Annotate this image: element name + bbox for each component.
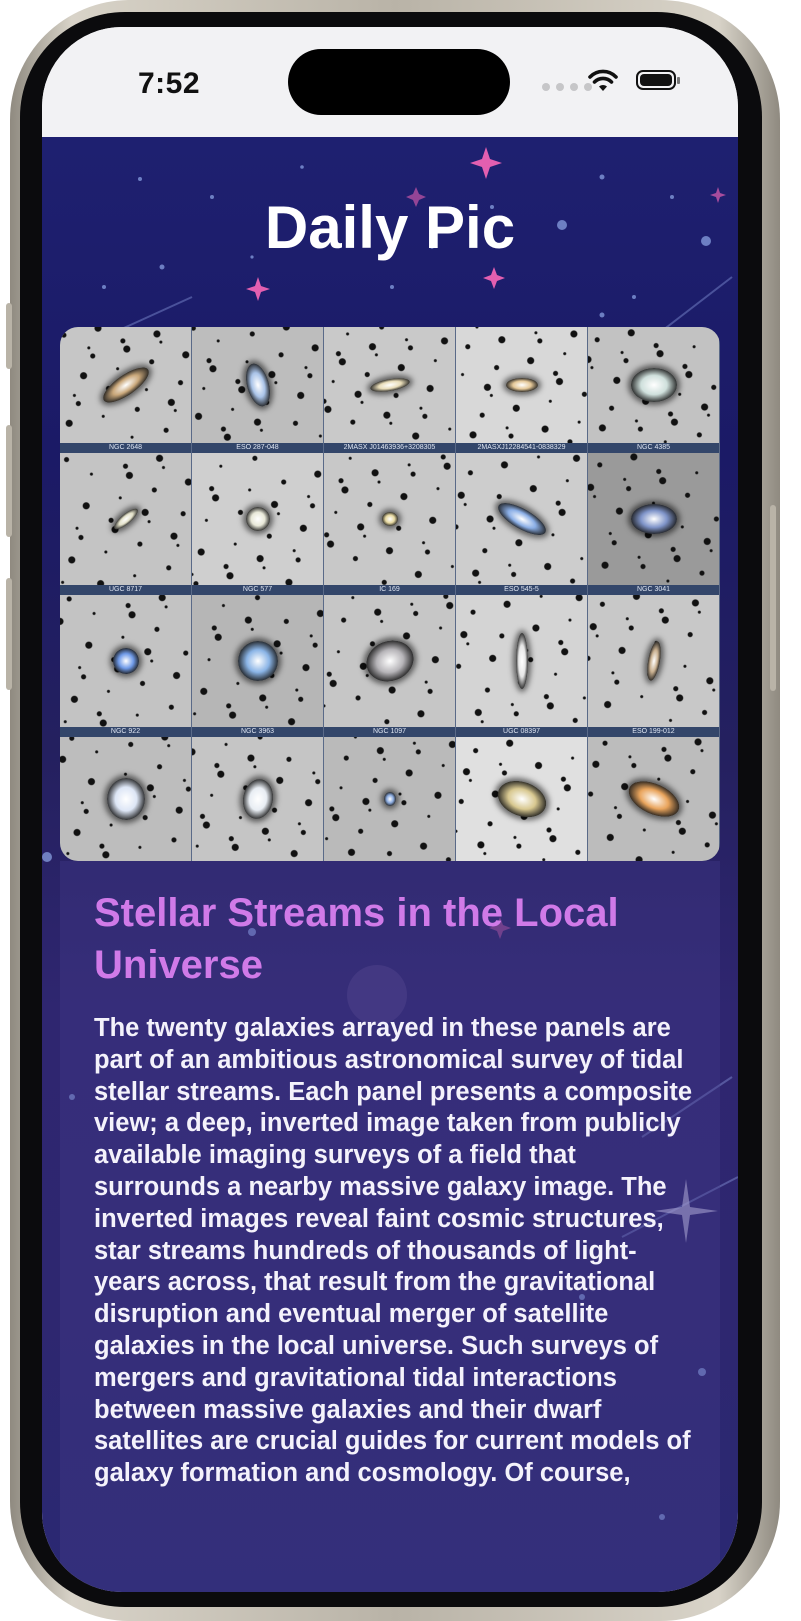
galaxy-core [622, 773, 685, 825]
galaxy-image-grid[interactable]: NGC 2648 ESO 287-048 2MASX J01463936+32083… [60, 327, 720, 861]
galaxy-panel[interactable]: NGC 3963 [192, 595, 324, 737]
galaxy-core [97, 361, 154, 409]
galaxy-image [60, 327, 191, 443]
galaxy-image [456, 327, 587, 443]
galaxy-image [192, 595, 323, 727]
galaxy-image [456, 737, 587, 861]
galaxy-core [239, 776, 276, 822]
galaxy-core [505, 378, 538, 392]
galaxy-core [245, 507, 270, 531]
galaxy-core [368, 375, 411, 395]
galaxy-panel[interactable] [324, 737, 456, 861]
galaxy-image [588, 453, 719, 585]
galaxy-caption: NGC 577 [192, 585, 323, 595]
galaxy-image [588, 737, 719, 861]
galaxy-core [515, 633, 528, 689]
galaxy-image [324, 595, 455, 727]
galaxy-panel[interactable]: ESO 545-5 [456, 453, 588, 595]
galaxy-core [630, 368, 677, 402]
article-body: The twenty galaxies arrayed in these pan… [94, 1014, 693, 1488]
galaxy-image [324, 453, 455, 585]
galaxy-image [192, 737, 323, 861]
galaxy-image [192, 327, 323, 443]
status-bar: 7:52 [42, 27, 738, 137]
galaxy-core [381, 512, 398, 526]
galaxy-panel[interactable]: 2MASX J01463936+3208305 [324, 327, 456, 453]
galaxy-caption: UGC 08397 [456, 727, 587, 737]
volume-up-button [6, 425, 12, 537]
galaxy-panel[interactable]: NGC 3041 [588, 453, 720, 595]
galaxy-caption: ESO 545-5 [456, 585, 587, 595]
battery-icon [636, 70, 680, 90]
galaxy-image [588, 595, 719, 727]
galaxy-caption: IC 169 [324, 585, 455, 595]
galaxy-panel[interactable]: IC 169 [324, 453, 456, 595]
galaxy-panel[interactable]: 2MASXJ12284541-0838329 [456, 327, 588, 453]
galaxy-caption: NGC 3041 [588, 585, 719, 595]
app-title: Daily Pic [264, 194, 516, 261]
galaxy-panel[interactable]: NGC 2648 [60, 327, 192, 453]
wifi-icon [588, 69, 618, 91]
action-button [6, 303, 12, 369]
galaxy-core [360, 633, 419, 689]
power-button [770, 505, 776, 691]
galaxy-panel[interactable]: ESO 199-012 [588, 595, 720, 737]
galaxy-core [493, 496, 550, 542]
galaxy-caption: NGC 1097 [324, 727, 455, 737]
galaxy-core [237, 641, 278, 681]
galaxy-core [492, 774, 551, 824]
galaxy-caption: NGC 3963 [192, 727, 323, 737]
galaxy-core [241, 360, 274, 410]
galaxy-panel[interactable]: NGC 4385 [588, 327, 720, 453]
galaxy-core [110, 505, 141, 533]
galaxy-panel[interactable]: NGC 1097 [324, 595, 456, 737]
cellular-signal-icon [542, 83, 606, 93]
galaxy-image [456, 595, 587, 727]
galaxy-caption: 2MASX J01463936+3208305 [324, 443, 455, 453]
galaxy-panel[interactable]: NGC 922 [60, 595, 192, 737]
galaxy-image [60, 595, 191, 727]
galaxy-image [456, 453, 587, 585]
description-card [60, 861, 720, 1592]
galaxy-image [324, 737, 455, 861]
galaxy-panel[interactable] [60, 737, 192, 861]
galaxy-image [192, 453, 323, 585]
galaxy-image [588, 327, 719, 443]
article-title: Stellar Streams in the Local Universe [94, 891, 619, 987]
galaxy-caption: ESO 199-012 [588, 727, 719, 737]
galaxy-core [644, 640, 663, 682]
galaxy-panel[interactable]: NGC 577 [192, 453, 324, 595]
galaxy-panel[interactable] [456, 737, 588, 861]
volume-down-button [6, 578, 12, 690]
galaxy-panel[interactable]: UGC 08397 [456, 595, 588, 737]
galaxy-panel[interactable]: UGC 8717 [60, 453, 192, 595]
galaxy-core [106, 778, 145, 820]
galaxy-panel[interactable] [192, 737, 324, 861]
galaxy-caption: ESO 287-048 [192, 443, 323, 453]
galaxy-caption: NGC 922 [60, 727, 191, 737]
daily-pic-screen[interactable]: Daily Pic NGC 2648 ESO 287-048 2MASX J0146… [42, 137, 738, 1592]
galaxy-core [383, 792, 396, 806]
galaxy-caption: UGC 8717 [60, 585, 191, 595]
galaxy-caption: NGC 2648 [60, 443, 191, 453]
galaxy-image [60, 453, 191, 585]
galaxy-caption: 2MASXJ12284541-0838329 [456, 443, 587, 453]
screen: 7:52 [42, 27, 738, 1592]
galaxy-core [112, 648, 139, 674]
status-time: 7:52 [138, 67, 201, 100]
galaxy-image [324, 327, 455, 443]
galaxy-caption: NGC 4385 [588, 443, 719, 453]
galaxy-panel[interactable] [588, 737, 720, 861]
starfield-background [42, 147, 738, 1520]
galaxy-core [630, 504, 677, 534]
galaxy-image [60, 737, 191, 861]
galaxy-panel[interactable]: ESO 287-048 [192, 327, 324, 453]
dynamic-island [288, 49, 510, 115]
